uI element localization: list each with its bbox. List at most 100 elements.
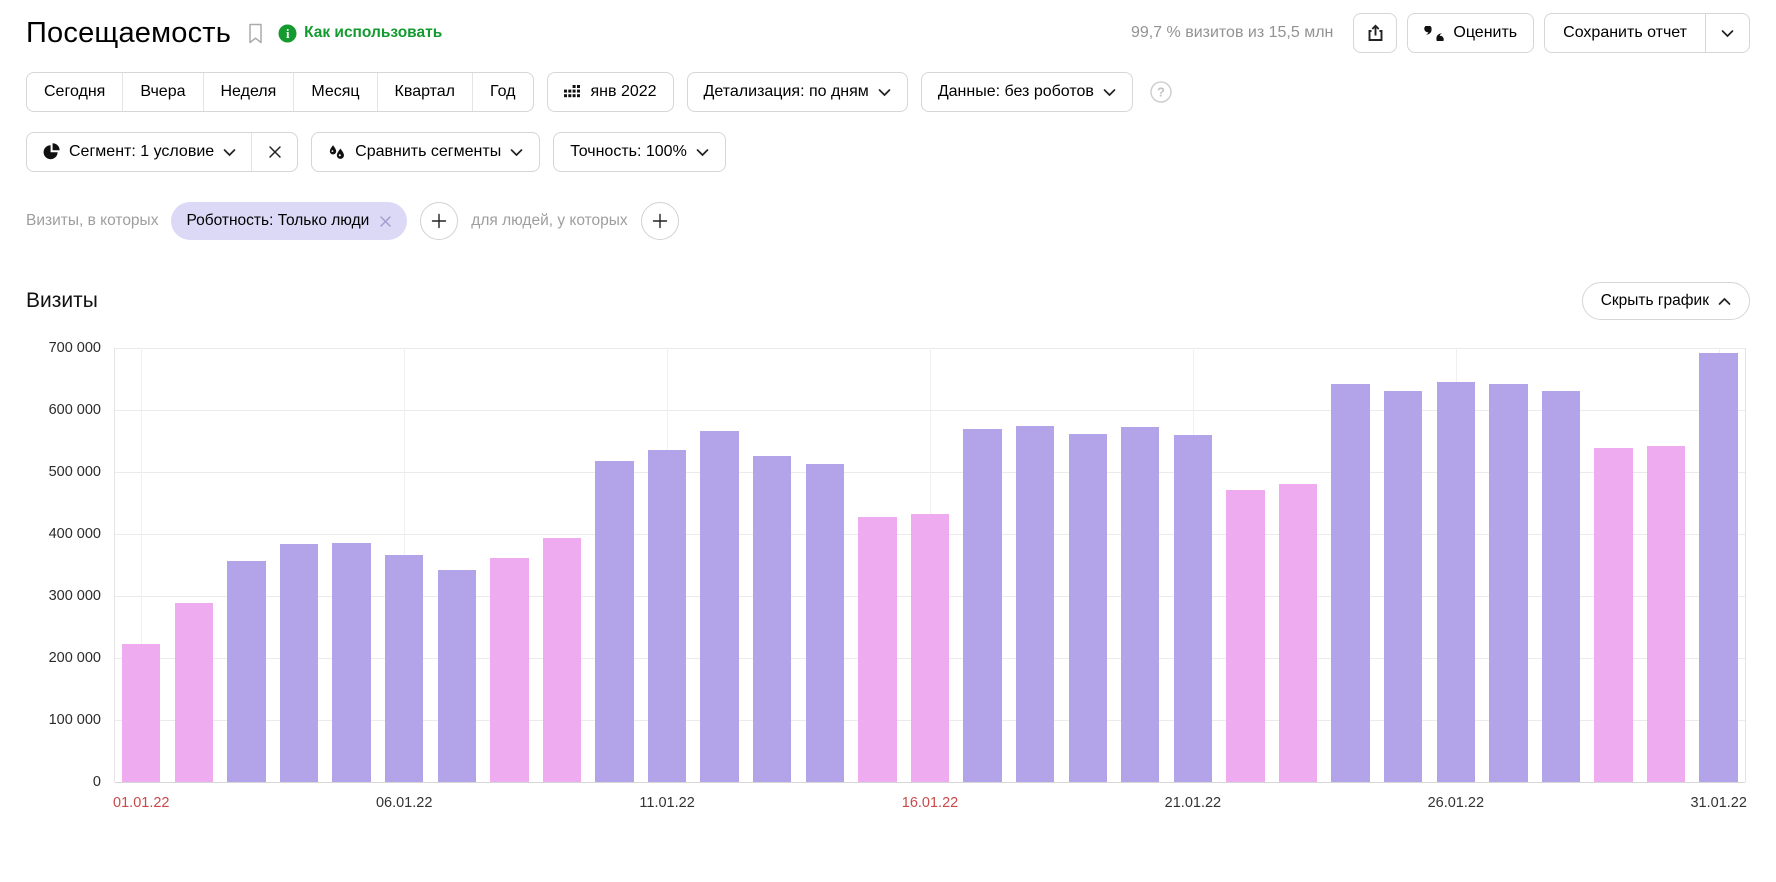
bar-slot (536, 348, 589, 782)
visits-bar-15.01.22[interactable] (858, 517, 897, 782)
svg-text:?: ? (1157, 85, 1165, 100)
y-axis-tick-label: 0 (92, 774, 101, 790)
how-to-use-link[interactable]: i Как использовать (278, 24, 442, 43)
visits-bar-27.01.22[interactable] (1489, 383, 1528, 782)
visits-bar-10.01.22[interactable] (595, 460, 634, 782)
visits-bar-14.01.22[interactable] (805, 463, 844, 782)
help-icon[interactable]: ? (1150, 81, 1172, 103)
robots-filter-chip[interactable]: Роботность: Только люди (171, 202, 408, 240)
visits-bar-19.01.22[interactable] (1068, 434, 1107, 782)
export-button[interactable] (1353, 13, 1398, 53)
close-icon (268, 146, 281, 158)
compare-segments-label: Сравнить сегменты (355, 143, 502, 160)
accuracy-dropdown[interactable]: Точность: 100% (553, 132, 726, 172)
bar-slot (956, 348, 1009, 782)
calendar-period-label: янв 2022 (590, 83, 657, 100)
x-axis-tick-label: 26.01.22 (1427, 795, 1485, 811)
info-icon: i (278, 24, 297, 42)
chevron-down-icon (510, 148, 523, 156)
x-axis-tick-label: 31.01.22 (1690, 795, 1747, 811)
detail-dropdown-label: Детализация: по дням (703, 83, 869, 100)
bar-slot (1377, 348, 1430, 782)
plus-icon (652, 213, 667, 229)
visits-bar-08.01.22[interactable] (490, 557, 529, 782)
visits-bar-25.01.22[interactable] (1383, 390, 1423, 782)
compare-segments-dropdown[interactable]: Сравнить сегменты (311, 132, 541, 172)
visits-bar-28.01.22[interactable] (1541, 390, 1581, 782)
add-visits-condition-button[interactable] (420, 202, 459, 240)
visits-bar-01.01.22[interactable] (122, 644, 161, 782)
chip-remove-icon[interactable] (379, 215, 392, 228)
detail-dropdown[interactable]: Детализация: по дням (686, 72, 908, 112)
tab-period[interactable]: Квартал (376, 73, 472, 111)
visits-bar-21.01.22[interactable] (1173, 434, 1213, 782)
header: Посещаемость i Как использовать 99,7 % в… (26, 10, 1750, 56)
y-axis-tick-label: 500 000 (48, 464, 101, 480)
visits-bar-26.01.22[interactable] (1436, 382, 1475, 782)
add-people-condition-button[interactable] (640, 202, 679, 240)
calendar-period-button[interactable]: янв 2022 (546, 72, 674, 112)
bar-slot (220, 348, 273, 782)
save-report-button[interactable]: Сохранить отчет (1545, 14, 1705, 52)
tab-period[interactable]: Месяц (293, 73, 376, 111)
visits-bar-11.01.22[interactable] (647, 450, 687, 782)
gridline-vertical (141, 348, 143, 782)
bookmark-icon[interactable] (247, 23, 264, 44)
visits-bar-16.01.22[interactable] (910, 513, 950, 782)
tab-period[interactable]: Сегодня (44, 83, 106, 100)
share-icon (1368, 23, 1383, 41)
visits-bar-22.01.22[interactable] (1226, 489, 1265, 782)
visits-bar-20.01.22[interactable] (1121, 426, 1160, 782)
chevron-down-icon (878, 88, 891, 96)
y-axis-tick-label: 600 000 (48, 402, 101, 418)
visits-bar-07.01.22[interactable] (437, 569, 476, 782)
visits-bar-30.01.22[interactable] (1646, 445, 1686, 782)
visits-bar-04.01.22[interactable] (279, 543, 319, 782)
visits-bar-09.01.22[interactable] (542, 538, 582, 782)
x-axis-tick-label: 16.01.22 (901, 795, 959, 811)
visits-bar-02.01.22[interactable] (174, 603, 214, 782)
visits-bar-12.01.22[interactable] (700, 431, 739, 782)
visits-bar-06.01.22[interactable] (384, 555, 424, 782)
data-robots-dropdown[interactable]: Данные: без роботов (920, 72, 1133, 112)
people-filter-label: для людей, у которых (471, 212, 628, 229)
visits-bar-31.01.22[interactable] (1699, 352, 1738, 782)
segment-clear-button[interactable] (251, 133, 297, 171)
bar-slot (1692, 348, 1745, 782)
y-axis-tick-label: 300 000 (48, 588, 101, 604)
bar-slot (693, 348, 746, 782)
bars-layer (115, 348, 1745, 782)
x-axis-tick-label: 11.01.22 (639, 795, 695, 811)
tab-period[interactable]: Год (472, 73, 532, 111)
visits-bar-05.01.22[interactable] (332, 542, 371, 782)
bar-slot (904, 348, 957, 782)
save-report-menu-button[interactable] (1705, 14, 1749, 52)
rate-button[interactable]: Оценить (1407, 13, 1535, 53)
period-toolbar: Сегодня Вчера Неделя Месяц Квартал Год янв 20… (26, 72, 1750, 112)
visits-filter-label: Визиты, в которых (26, 212, 159, 229)
visits-bar-03.01.22[interactable] (227, 561, 266, 782)
segment-dropdown[interactable]: Сегмент: 1 условие (27, 133, 251, 171)
bar-slot (746, 348, 799, 782)
visits-bar-13.01.22[interactable] (753, 455, 792, 782)
tab-period[interactable]: Неделя (202, 73, 294, 111)
page-title: Посещаемость (26, 16, 232, 49)
svg-text:i: i (286, 27, 290, 41)
hide-chart-button[interactable]: Скрыть график (1581, 282, 1750, 320)
bar-slot (851, 348, 904, 782)
metrica-report-page: Посещаемость i Как использовать 99,7 % в… (26, 10, 1750, 811)
visits-bar-17.01.22[interactable] (963, 428, 1002, 782)
visits-bar-18.01.22[interactable] (1015, 426, 1055, 782)
segment-toolbar: Сегмент: 1 условие Сравнить сегменты Точ… (26, 132, 1750, 172)
visits-bar-24.01.22[interactable] (1331, 383, 1370, 782)
bar-slot (1429, 348, 1482, 782)
bar-slot (1114, 348, 1167, 782)
visits-bar-29.01.22[interactable] (1594, 447, 1633, 782)
period-tabs: Сегодня Вчера Неделя Месяц Квартал Год (26, 72, 534, 112)
bar-slot (1167, 348, 1220, 782)
tab-period[interactable]: Вчера (122, 73, 202, 111)
y-axis-tick-label: 200 000 (48, 650, 101, 666)
calendar-dots-icon (563, 85, 580, 98)
visits-bar-23.01.22[interactable] (1278, 484, 1318, 782)
chevron-down-icon (223, 148, 236, 156)
